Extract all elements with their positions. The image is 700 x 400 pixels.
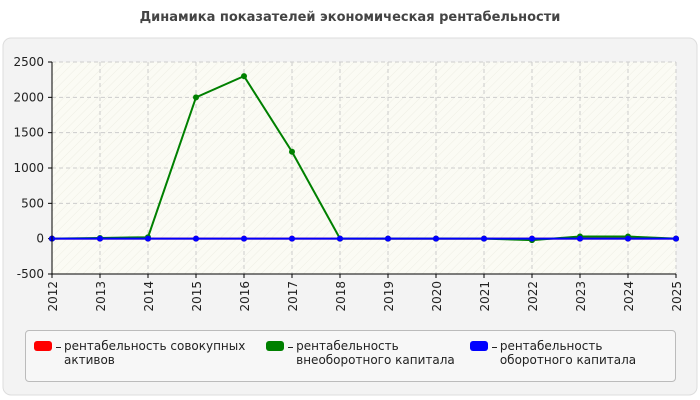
- legend-swatch: [34, 341, 52, 351]
- x-tick-label: 2025: [670, 281, 684, 312]
- legend-swatch: [266, 341, 285, 351]
- point: [289, 235, 295, 242]
- y-tick-label: -500: [17, 267, 44, 281]
- legend-label: рентабельность совокупных активов: [64, 339, 246, 367]
- x-tick-label: 2023: [574, 281, 588, 312]
- legend-swatch: [469, 341, 488, 351]
- x-tick-label: 2019: [382, 281, 396, 312]
- x-tick-label: 2021: [478, 281, 492, 312]
- legend-dash: [491, 347, 497, 348]
- y-tick-label: 1000: [13, 161, 44, 175]
- chart-title: Динамика показателей экономическая рента…: [140, 10, 561, 25]
- y-tick-label: 1500: [13, 126, 44, 140]
- y-tick-label: 2000: [13, 90, 44, 104]
- x-tick-label: 2017: [286, 281, 300, 312]
- x-tick-label: 2022: [526, 281, 540, 312]
- point: [577, 235, 583, 242]
- point: [385, 235, 391, 242]
- x-tick-label: 2016: [238, 281, 252, 312]
- point: [193, 94, 199, 101]
- point: [481, 235, 487, 242]
- legend-item: рентабельность оборотного капитала: [462, 331, 675, 381]
- point: [193, 235, 199, 242]
- x-tick-label: 2014: [142, 281, 156, 312]
- point: [337, 235, 343, 242]
- legend-label: рентабельность оборотного капитала: [499, 339, 637, 367]
- point: [97, 235, 103, 242]
- x-tick-label: 2012: [46, 281, 60, 312]
- x-tick-label: 2015: [190, 281, 204, 312]
- point: [241, 235, 247, 242]
- legend: рентабельность совокупных активов рентабе…: [25, 330, 676, 382]
- legend-dash: [288, 347, 294, 348]
- x-tick-label: 2018: [334, 281, 348, 312]
- point: [433, 235, 439, 242]
- legend-label: рентабельность внеоборотного капитала: [296, 339, 455, 367]
- y-tick-label: 2500: [13, 55, 44, 69]
- x-tick-label: 2013: [94, 281, 108, 312]
- legend-item: рентабельность внеоборотного капитала: [258, 331, 462, 381]
- point: [289, 148, 295, 155]
- x-tick-label: 2024: [622, 281, 636, 312]
- point: [625, 235, 631, 242]
- point: [145, 235, 151, 242]
- legend-dash: [56, 347, 61, 348]
- y-tick-label: 500: [21, 196, 44, 210]
- legend-item: рентабельность совокупных активов: [26, 331, 258, 381]
- point: [673, 235, 679, 242]
- x-tick-label: 2020: [430, 281, 444, 312]
- point: [529, 235, 535, 242]
- point: [241, 73, 247, 80]
- y-tick-label: 0: [36, 232, 44, 246]
